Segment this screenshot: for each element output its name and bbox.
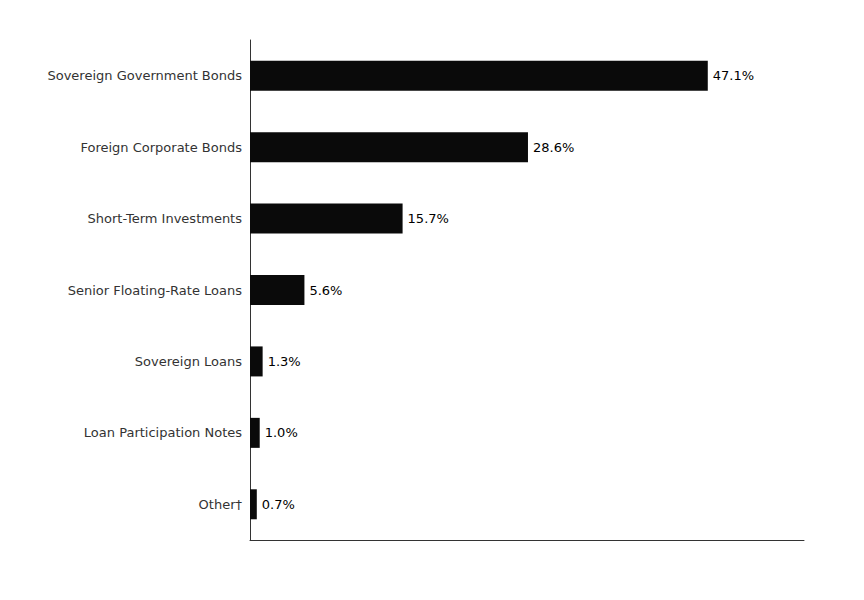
svg-text:5.6%: 5.6% [309, 283, 342, 298]
svg-text:Other†: Other† [199, 497, 243, 512]
svg-text:1.3%: 1.3% [268, 354, 301, 369]
svg-text:28.6%: 28.6% [533, 140, 574, 155]
svg-text:47.1%: 47.1% [713, 68, 754, 83]
svg-text:Loan Participation Notes: Loan Participation Notes [84, 425, 242, 440]
svg-text:Sovereign Government Bonds: Sovereign Government Bonds [47, 68, 242, 83]
svg-text:Short-Term Investments: Short-Term Investments [88, 211, 243, 226]
svg-text:Senior Floating-Rate Loans: Senior Floating-Rate Loans [68, 283, 243, 298]
svg-text:Foreign Corporate Bonds: Foreign Corporate Bonds [80, 140, 242, 155]
svg-text:Sovereign Loans: Sovereign Loans [135, 354, 242, 369]
svg-text:0.7%: 0.7% [262, 497, 295, 512]
svg-text:1.0%: 1.0% [265, 425, 298, 440]
svg-text:15.7%: 15.7% [408, 211, 449, 226]
